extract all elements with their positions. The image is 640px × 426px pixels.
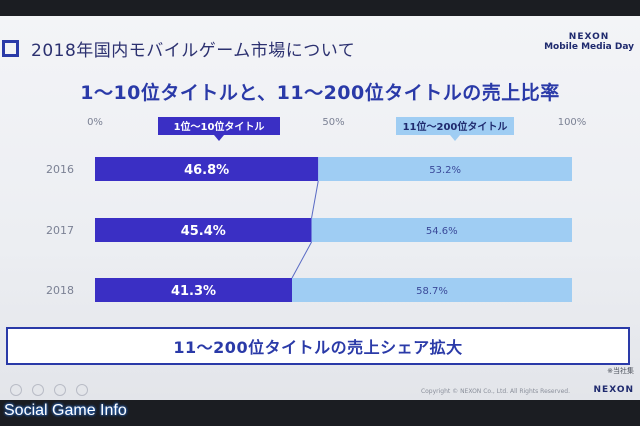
bar-top10 (95, 157, 319, 181)
slide-header: 2018年国内モバイルゲーム市場について (0, 36, 355, 61)
data-label-top10: 45.4% (181, 224, 226, 239)
slide-title: 2018年国内モバイルゲーム市場について (31, 41, 356, 61)
split-connector (311, 180, 319, 219)
data-label-11-200: 58.7% (416, 286, 448, 297)
bar-top10 (95, 218, 312, 242)
title-bullet-icon (2, 40, 19, 57)
slide: 2018年国内モバイルゲーム市場について NEXON Mobile Media … (0, 16, 640, 400)
legend-swatch (158, 117, 280, 135)
data-label-top10: 41.3% (171, 284, 216, 299)
presenter-toolbar (10, 384, 88, 396)
data-label-top10: 46.8% (184, 163, 229, 178)
copyright: Copyright © NEXON Co., Ltd. All Rights R… (420, 388, 570, 395)
toolbar-prev-icon[interactable] (10, 384, 22, 396)
toolbar-pen-icon[interactable] (32, 384, 44, 396)
toolbar-more-icon[interactable] (76, 384, 88, 396)
bar-11-200 (311, 218, 572, 242)
x-tick-label: 50% (322, 117, 344, 128)
conclusion-text: 11〜200位タイトルの売上シェア拡大 (173, 338, 463, 357)
x-tick-label: 100% (558, 117, 587, 128)
footnote: ※当社集 (607, 367, 634, 375)
toolbar-zoom-icon[interactable] (54, 384, 66, 396)
data-label-11-200: 54.6% (426, 226, 458, 237)
legend-pointer (450, 135, 460, 141)
legend-label: 11位〜200位タイトル (403, 120, 508, 133)
legend-label: 1位〜10位タイトル (174, 120, 265, 133)
watermark: Social Game Info (4, 402, 127, 419)
category-label: 2016 (46, 163, 74, 176)
footer-brand: NEXON (593, 385, 634, 395)
bar-11-200 (292, 278, 572, 302)
legend-pointer (214, 135, 224, 141)
x-tick-label: 0% (87, 117, 103, 128)
legend-swatch (396, 117, 514, 135)
brand-name: NEXON (568, 32, 610, 42)
bar-11-200 (318, 157, 572, 181)
stacked-bar-chart: 0% 50% 100% 1位〜10位タイトル 11位〜200位タイトル 2016 46.8%… (46, 117, 587, 302)
data-label-11-200: 53.2% (429, 165, 461, 176)
category-label: 2017 (46, 224, 74, 237)
split-connector (291, 241, 312, 279)
brand-event: Mobile Media Day (544, 42, 634, 52)
category-label: 2018 (46, 284, 74, 297)
chart-headline: 1〜10位タイトルと、11〜200位タイトルの売上比率 (80, 82, 560, 104)
brand-logo: NEXON Mobile Media Day (544, 32, 634, 52)
bar-top10 (95, 278, 293, 302)
conclusion-box: 11〜200位タイトルの売上シェア拡大 (6, 327, 630, 365)
